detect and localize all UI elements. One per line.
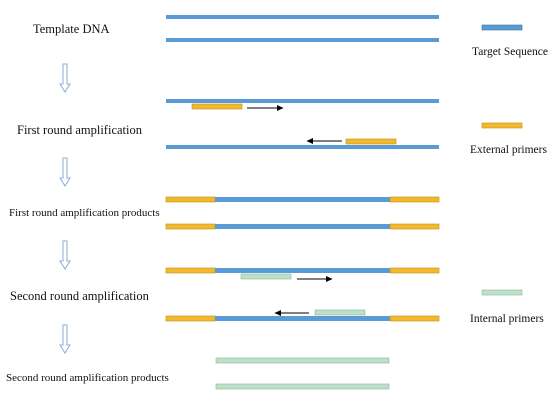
external-primer [345,138,397,145]
down-arrow-2 [59,157,71,187]
stage-label-second-round: Second round amplification [10,289,150,303]
stage-label-first-round: First round amplification [17,123,143,137]
external-primer [165,267,216,274]
stage-flow-arrows [59,63,71,354]
external-primer [165,315,216,322]
target-strand [215,268,390,273]
target-strand [215,197,390,202]
template-dna-strands [166,15,439,42]
external-primer [165,196,216,203]
legend-label-target: Target Sequence [472,46,548,58]
down-arrow-1 [59,63,71,93]
internal-primer [215,357,390,364]
target-strand [166,145,439,149]
legend-swatch-target [481,24,523,31]
target-strand [166,15,439,19]
internal-primer [314,309,366,316]
second-round-products [215,357,390,390]
external-primer [389,267,440,274]
target-strand [215,224,390,229]
legend-swatch-external [481,122,523,129]
stage-label-first-round-products: First round amplification products [9,207,160,219]
internal-primer [240,273,292,280]
external-primer [389,196,440,203]
external-primer [389,315,440,322]
internal-primer [215,383,390,390]
external-primer [165,223,216,230]
external-primer [191,103,243,110]
first-round-amplification [166,99,439,149]
stage-label-template-dna: Template DNA [33,22,110,36]
legend: Target Sequence External primers Interna… [470,24,548,325]
external-primer [389,223,440,230]
down-arrow-3 [59,240,71,270]
legend-swatch-internal [481,289,523,296]
stage-label-second-round-products: Second round amplification products [6,372,169,384]
target-strand [215,316,390,321]
legend-label-external: External primers [470,144,547,156]
down-arrow-4 [59,324,71,354]
first-round-products [165,196,440,230]
second-round-amplification [165,267,440,322]
target-strand [166,99,439,103]
target-strand [166,38,439,42]
legend-label-internal: Internal primers [470,313,544,325]
